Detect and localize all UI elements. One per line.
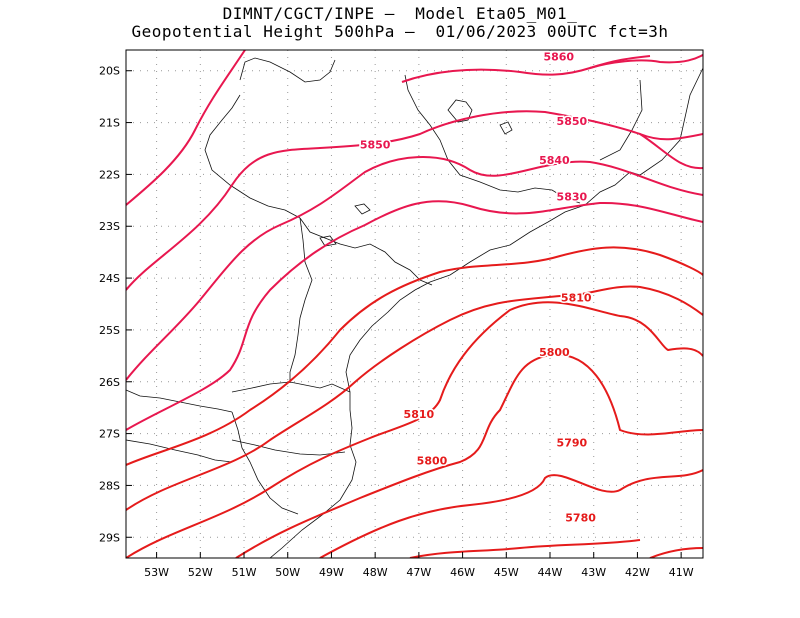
contour-5850: [126, 110, 703, 291]
lat-tick-label: 28S: [99, 479, 120, 492]
lagoon-2: [354, 203, 371, 215]
contour-label: 5780: [565, 512, 596, 525]
contour-label: 5850: [360, 138, 391, 151]
state-border-ms-sp: [204, 94, 301, 219]
lagoon-4: [499, 121, 513, 135]
lat-tick-label: 22S: [99, 168, 120, 181]
contour-5780: [409, 539, 641, 558]
contour-5840: [126, 156, 703, 381]
map-frame: [125, 49, 704, 559]
lat-tick-label: 29S: [99, 531, 120, 544]
lat-tick-label: 20S: [99, 65, 120, 78]
contour-5820: [126, 246, 703, 466]
lon-tick-label: 50W: [275, 566, 300, 579]
contour-labels: 5860 5850 5850 5840 5830 5810 5800 5810 5790 5800…: [358, 49, 597, 526]
lagoon-3: [319, 235, 337, 247]
contour-5810: [126, 285, 703, 511]
state-border-pr-sc: [231, 381, 351, 393]
state-border-sp-pr: [299, 217, 433, 286]
lat-tick-label: 25S: [99, 324, 120, 337]
map-title-line-2: Geopotential Height 500hPa – 01/06/2023 …: [131, 22, 669, 41]
contour-label: 5810: [404, 408, 435, 421]
height-contours: [126, 50, 703, 558]
border-paraguay: [126, 389, 233, 413]
lon-tick-label: 45W: [494, 566, 519, 579]
lon-tick-label: 51W: [232, 566, 257, 579]
state-border-mg-es: [599, 79, 643, 161]
lon-tick-label: 53W: [144, 566, 169, 579]
contour-5860: [401, 55, 651, 83]
lagoon-1: [447, 99, 473, 123]
contour-label: 5800: [539, 346, 570, 359]
contour-5860: [126, 50, 246, 206]
lon-tick-label: 49W: [319, 566, 344, 579]
contour-label: 5860: [543, 50, 574, 63]
lon-tick-label: 52W: [188, 566, 213, 579]
lat-tick-label: 23S: [99, 220, 120, 233]
lon-tick-label: 44W: [538, 566, 563, 579]
lon-tick-label: 42W: [625, 566, 650, 579]
lat-tick-label: 26S: [99, 376, 120, 389]
contour-label: 5800: [417, 455, 448, 468]
lat-tick-label: 24S: [99, 272, 120, 285]
lat-tick-label: 21S: [99, 117, 120, 130]
contour-5830: [126, 200, 703, 431]
lon-tick-label: 47W: [406, 566, 431, 579]
lon-tick-label: 48W: [363, 566, 388, 579]
border-sc-rs: [231, 439, 346, 456]
lat-tick-label: 27S: [99, 428, 120, 441]
state-border-ms-pr: [289, 217, 313, 383]
contour-5800: [126, 301, 703, 558]
border-uruguay-north: [126, 439, 233, 463]
lon-tick-label: 41W: [669, 566, 694, 579]
lon-tick-label: 46W: [450, 566, 475, 579]
contour-5860: [589, 54, 703, 69]
lon-tick-label: 43W: [581, 566, 606, 579]
contour-label: 5840: [539, 154, 570, 167]
contour-5790: [235, 353, 703, 558]
border-argentina: [231, 411, 299, 515]
contour-5850: [639, 133, 703, 170]
map-title-line-1: DIMNT/CGCT/INPE – Model Eta05_M01_: [222, 4, 578, 23]
contour-label: 5830: [557, 190, 588, 203]
contour-label: 5850: [557, 115, 588, 128]
state-border-sp-mg: [404, 74, 581, 204]
contour-label: 5790: [557, 437, 588, 450]
coastline-and-borders: [126, 57, 703, 558]
axis-ticks: 53W 52W 51W 50W 49W 48W 47W 46W 45W 44W 43W 42W 41W 2…: [99, 65, 694, 579]
contour-5780: [319, 469, 703, 558]
coastline-north: [239, 57, 336, 83]
contour-5780: [649, 547, 703, 558]
coastline: [269, 67, 703, 558]
contour-label: 5810: [561, 291, 592, 304]
